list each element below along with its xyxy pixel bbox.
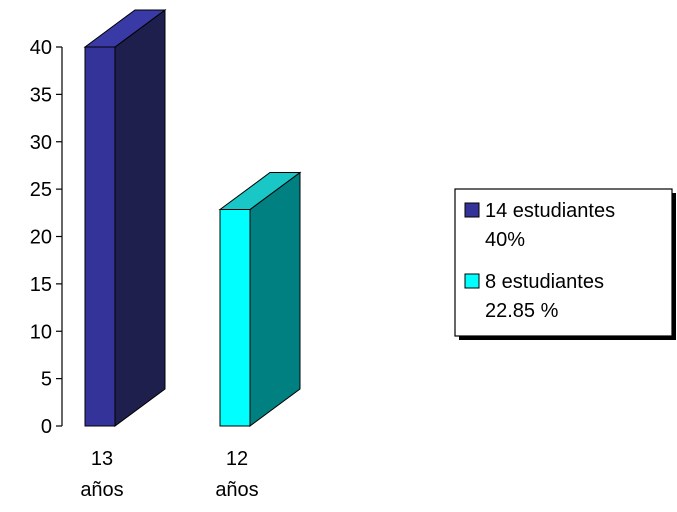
legend-label: 14 estudiantes 40% xyxy=(485,200,615,251)
y-tick-label: 10 xyxy=(30,321,52,343)
y-tick-label: 15 xyxy=(30,274,52,296)
x-category-label: 13 años xyxy=(80,448,123,501)
legend-entry-1: 14 estudiantes 40% xyxy=(464,200,615,251)
x-axis-labels: 13 años 12 años xyxy=(80,448,258,501)
y-tick-label: 20 xyxy=(30,227,52,249)
x-category-label: 12 años xyxy=(215,448,258,501)
y-tick-label: 30 xyxy=(30,132,52,154)
legend-label: 8 estudiantes 22.85 % xyxy=(485,271,604,322)
bar-side-face xyxy=(114,9,166,427)
y-tick-label: 40 xyxy=(30,37,52,59)
bar-front-face xyxy=(84,46,116,427)
y-tick-label: 0 xyxy=(41,416,52,438)
y-axis: 0 5 10 15 20 25 30 35 40 xyxy=(30,37,63,438)
bar-2 xyxy=(218,171,302,427)
legend-swatch xyxy=(464,202,480,218)
legend-swatch xyxy=(464,273,480,289)
legend-entry-2: 8 estudiantes 22.85 % xyxy=(464,271,604,322)
y-tick-label: 25 xyxy=(30,179,52,201)
y-tick-label: 35 xyxy=(30,84,52,106)
bar-side-face xyxy=(249,171,301,427)
bar-front-face xyxy=(219,208,251,427)
legend-box xyxy=(454,188,673,337)
bars xyxy=(83,9,302,427)
y-tick-label: 5 xyxy=(41,369,52,391)
legend: 14 estudiantes 40% 8 estudiantes 22.85 % xyxy=(454,188,676,340)
bar-1 xyxy=(83,9,167,427)
